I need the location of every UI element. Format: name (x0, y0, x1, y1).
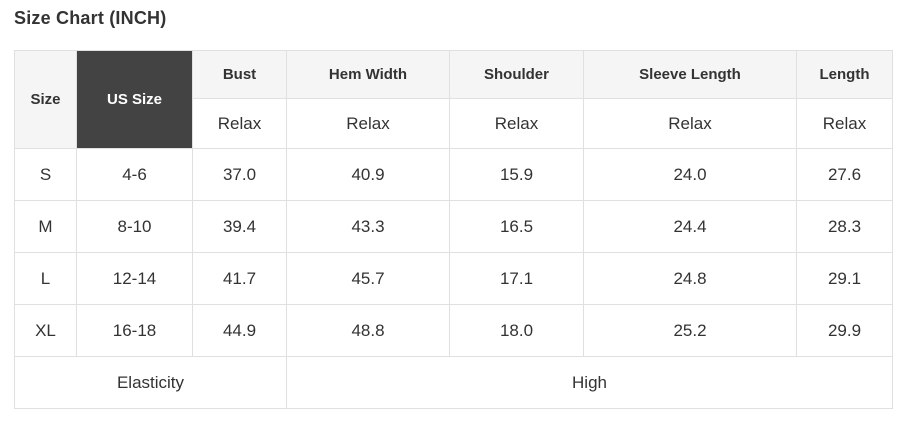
cell-m-bust: 39.4 (192, 200, 287, 253)
sub-header-shoulder-relax: Relax (449, 98, 584, 149)
cell-s-size: S (14, 148, 77, 201)
cell-l-size: L (14, 252, 77, 305)
cell-xl-sleeve-length: 25.2 (583, 304, 797, 357)
cell-m-us-size: 8-10 (76, 200, 193, 253)
table-row-elasticity: Elasticity High (14, 356, 893, 409)
sub-header-sleeve-length-relax: Relax (583, 98, 797, 149)
cell-s-shoulder: 15.9 (449, 148, 584, 201)
col-header-us-size: US Size (76, 50, 193, 149)
cell-m-shoulder: 16.5 (449, 200, 584, 253)
cell-s-sleeve-length: 24.0 (583, 148, 797, 201)
cell-xl-us-size: 16-18 (76, 304, 193, 357)
cell-m-length: 28.3 (796, 200, 893, 253)
elasticity-value: High (286, 356, 893, 409)
col-header-size: Size (14, 50, 77, 149)
table-row-xl: XL 16-18 44.9 48.8 18.0 25.2 29.9 (14, 304, 893, 357)
cell-m-sleeve-length: 24.4 (583, 200, 797, 253)
col-header-length: Length (796, 50, 893, 99)
cell-s-hem-width: 40.9 (286, 148, 450, 201)
sub-header-hem-width-relax: Relax (286, 98, 450, 149)
cell-s-bust: 37.0 (192, 148, 287, 201)
elasticity-label: Elasticity (14, 356, 287, 409)
cell-l-sleeve-length: 24.8 (583, 252, 797, 305)
col-header-sleeve-length: Sleeve Length (583, 50, 797, 99)
table-row-m: M 8-10 39.4 43.3 16.5 24.4 28.3 (14, 200, 893, 253)
cell-s-us-size: 4-6 (76, 148, 193, 201)
table-row-l: L 12-14 41.7 45.7 17.1 24.8 29.1 (14, 252, 893, 305)
cell-l-bust: 41.7 (192, 252, 287, 305)
page-title: Size Chart (INCH) (14, 8, 167, 28)
col-header-bust: Bust (192, 50, 287, 99)
cell-l-shoulder: 17.1 (449, 252, 584, 305)
size-chart-table: Size US Size Bust Hem Width Shoulder Sle… (14, 50, 893, 409)
cell-l-hem-width: 45.7 (286, 252, 450, 305)
cell-xl-size: XL (14, 304, 77, 357)
cell-xl-length: 29.9 (796, 304, 893, 357)
cell-m-size: M (14, 200, 77, 253)
cell-m-hem-width: 43.3 (286, 200, 450, 253)
cell-l-us-size: 12-14 (76, 252, 193, 305)
sub-header-bust-relax: Relax (192, 98, 287, 149)
header-row-main: Size US Size Bust Hem Width Shoulder Sle… (14, 50, 893, 149)
table-row-s: S 4-6 37.0 40.9 15.9 24.0 27.6 (14, 148, 893, 201)
sub-header-length-relax: Relax (796, 98, 893, 149)
cell-l-length: 29.1 (796, 252, 893, 305)
cell-s-length: 27.6 (796, 148, 893, 201)
cell-xl-shoulder: 18.0 (449, 304, 584, 357)
cell-xl-bust: 44.9 (192, 304, 287, 357)
header-row-sub: Relax Relax Relax Relax Relax (15, 98, 893, 149)
col-header-shoulder: Shoulder (449, 50, 584, 99)
cell-xl-hem-width: 48.8 (286, 304, 450, 357)
col-header-hem-width: Hem Width (286, 50, 450, 99)
